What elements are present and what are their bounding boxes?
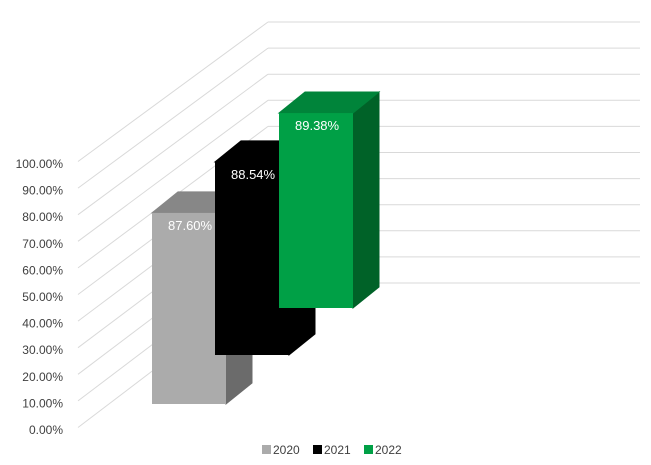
y-tick-label: 30.00% xyxy=(22,343,63,357)
y-tick-label: 60.00% xyxy=(22,263,63,277)
data-label-2020: 87.60% xyxy=(168,218,213,233)
y-tick-label: 70.00% xyxy=(22,237,63,251)
y-tick-label: 10.00% xyxy=(22,396,63,410)
legend-swatch-2022 xyxy=(364,445,373,454)
legend-label-2021: 2021 xyxy=(324,443,351,457)
y-tick-label: 80.00% xyxy=(22,210,63,224)
bar-2021 xyxy=(215,161,289,355)
legend-swatch-2020 xyxy=(262,445,271,454)
y-axis-ticks: 0.00% 10.00% 20.00% 30.00% 40.00% 50.00% 60.00… xyxy=(16,157,64,437)
y-tick-label: 20.00% xyxy=(22,370,63,384)
legend-label-2022: 2022 xyxy=(375,443,402,457)
data-label-2022: 89.38% xyxy=(295,118,340,133)
bar-2020 xyxy=(152,212,226,404)
y-tick-label: 50.00% xyxy=(22,290,63,304)
gridline-diagonal xyxy=(77,21,269,162)
gridline-diagonal xyxy=(77,47,269,189)
legend-label-2020: 2020 xyxy=(273,443,300,457)
y-tick-label: 40.00% xyxy=(22,317,63,331)
y-tick-label: 100.00% xyxy=(16,157,64,171)
gridline-diagonal xyxy=(77,99,269,242)
data-label-2021: 88.54% xyxy=(231,167,276,182)
bar-2022 xyxy=(279,113,353,308)
gridline-diagonal xyxy=(77,73,269,216)
bars: 87.60% 88.54% 89.38% xyxy=(150,90,381,406)
legend-swatch-2021 xyxy=(313,445,322,454)
y-tick-label: 90.00% xyxy=(22,184,63,198)
legend: 2020 2021 2022 xyxy=(262,443,402,457)
bar-side-2022 xyxy=(352,90,380,310)
y-tick-label: 0.00% xyxy=(29,423,63,437)
